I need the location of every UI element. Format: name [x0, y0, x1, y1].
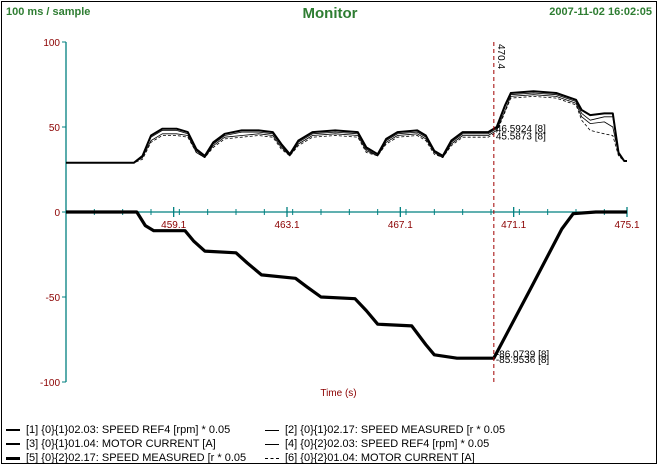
legend-entry: [6] {0}{2}01.04: MOTOR CURRENT [A] [265, 452, 475, 464]
legend-entry: [1] {0}{1}02.03: SPEED REF4 [rpm] * 0.05 [6, 424, 230, 436]
y-tick-label: 100 [43, 38, 60, 49]
legend-label: [4] {0}{2}02.03: SPEED REF4 [rpm] * 0.05 [285, 438, 490, 450]
x-tick-label: 467.1 [388, 220, 413, 231]
y-tick-label: 0 [54, 208, 60, 219]
series-line-3 [66, 211, 627, 360]
legend-swatch [6, 456, 20, 460]
sample-rate: 100 ms / sample [6, 6, 91, 18]
legend-label: [3] {0}{1}01.04: MOTOR CURRENT [A] [26, 438, 216, 450]
legend-label: [6] {0}{2}01.04: MOTOR CURRENT [A] [285, 452, 475, 464]
series-line-5 [66, 210, 627, 360]
cursor-readout: 46.5924 [8] [496, 124, 546, 135]
x-tick-label: 459.1 [161, 220, 186, 231]
series-line-1 [66, 90, 627, 164]
y-tick-label: -100 [40, 378, 60, 389]
legend-label: [5] {0}{2}02.17: SPEED MEASURED [r * 0.0… [26, 452, 247, 464]
x-tick-label: 463.1 [274, 220, 299, 231]
cursor-x-label: 470.4 [495, 44, 506, 69]
legend-entry: [4] {0}{2}02.03: SPEED REF4 [rpm] * 0.05 [265, 438, 489, 450]
page-title: Monitor [302, 5, 358, 22]
x-tick-label: 475.1 [614, 220, 639, 231]
series-line-6 [66, 96, 627, 164]
cursor-readout: -86.0739 [8] [496, 349, 550, 360]
legend-entry: [2] {0}{1}02.17: SPEED MEASURED [r * 0.0… [265, 424, 505, 436]
x-axis-label: Time (s) [320, 388, 356, 399]
legend-entry: [3] {0}{1}01.04: MOTOR CURRENT [A] [6, 438, 216, 450]
series-line-2 [66, 92, 627, 164]
legend-swatch [265, 443, 279, 445]
timestamp: 2007-11-02 16:02:05 [549, 6, 652, 18]
cursor-readout: 45.5873 [8] [496, 132, 546, 143]
legend-swatch [265, 457, 279, 459]
series-line-4 [66, 94, 627, 164]
y-tick-label: 50 [49, 123, 61, 134]
y-tick-label: -50 [46, 293, 61, 304]
legend-swatch [6, 429, 20, 432]
legend-swatch [6, 443, 20, 446]
legend-entry: [5] {0}{2}02.17: SPEED MEASURED [r * 0.0… [6, 452, 246, 464]
legend-label: [2] {0}{1}02.17: SPEED MEASURED [r * 0.0… [285, 424, 506, 436]
cursor-readout: -85.9536 [8] [496, 355, 550, 366]
legend-label: [1] {0}{1}02.03: SPEED REF4 [rpm] * 0.05 [26, 424, 231, 436]
legend-swatch [265, 429, 279, 431]
x-tick-label: 471.1 [501, 220, 526, 231]
